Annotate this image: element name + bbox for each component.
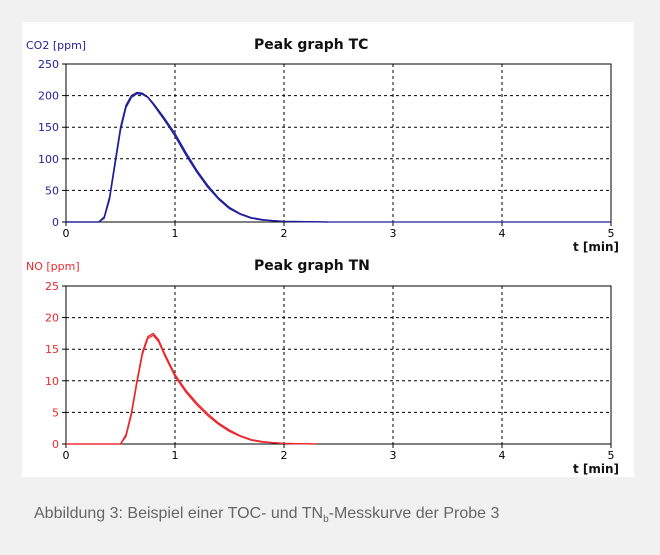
x-tick-label-tc: 0 (63, 227, 70, 240)
y-tick-label-tn: 15 (45, 343, 59, 356)
x-tick-label-tn: 1 (172, 449, 179, 462)
y-tick-label-tn: 5 (52, 406, 59, 419)
series-line-tc-2 (66, 93, 328, 223)
y-tick-label-tc: 100 (38, 153, 59, 166)
caption-text-after: -Messkurve der Probe 3 (328, 505, 500, 522)
x-tick-label-tc: 3 (390, 227, 397, 240)
y-axis-label-tn: NO [ppm] (26, 260, 80, 273)
y-tick-label-tc: 0 (52, 216, 59, 229)
y-tick-label-tc: 200 (38, 90, 59, 103)
y-tick-label-tc: 250 (38, 58, 59, 71)
plot-frame-tc (65, 63, 612, 223)
x-tick-label-tc: 2 (281, 227, 288, 240)
y-tick-label-tn: 10 (45, 375, 59, 388)
plot-frame-tn (65, 285, 612, 445)
series-line-tn-2 (66, 334, 317, 445)
x-tick-label-tn: 2 (281, 449, 288, 462)
y-tick-label-tc: 150 (38, 121, 59, 134)
x-tick-label-tc: 1 (172, 227, 179, 240)
x-tick-label-tn: 0 (63, 449, 70, 462)
x-axis-label-tc: t [min] (573, 240, 619, 254)
x-tick-label-tc: 5 (608, 227, 615, 240)
caption-subscript: b (323, 514, 329, 526)
figure-caption: Abbildung 3: Beispiel einer TOC- und TNb… (34, 505, 499, 525)
chart-title-tc: Peak graph TC (254, 37, 368, 53)
series-line-tn-1 (66, 332, 317, 445)
x-tick-label-tn: 5 (608, 449, 615, 462)
series-line-tc-1 (66, 91, 328, 223)
y-axis-label-tc: CO2 [ppm] (26, 39, 86, 52)
y-tick-label-tn: 0 (52, 438, 59, 451)
chart-title-tn: Peak graph TN (254, 258, 370, 274)
x-tick-label-tn: 4 (499, 449, 506, 462)
y-tick-label-tn: 20 (45, 312, 59, 325)
y-tick-label-tn: 25 (45, 280, 59, 293)
chart-panel: Peak graph TC CO2 [ppm] 0 50 100 150 200 250 0 1 2… (22, 22, 634, 477)
y-tick-label-tc: 50 (45, 184, 59, 197)
x-tick-label-tc: 4 (499, 227, 506, 240)
x-tick-label-tn: 3 (390, 449, 397, 462)
x-axis-label-tn: t [min] (573, 462, 619, 476)
caption-text-before: Abbildung 3: Beispiel einer TOC- und TN (34, 505, 324, 522)
